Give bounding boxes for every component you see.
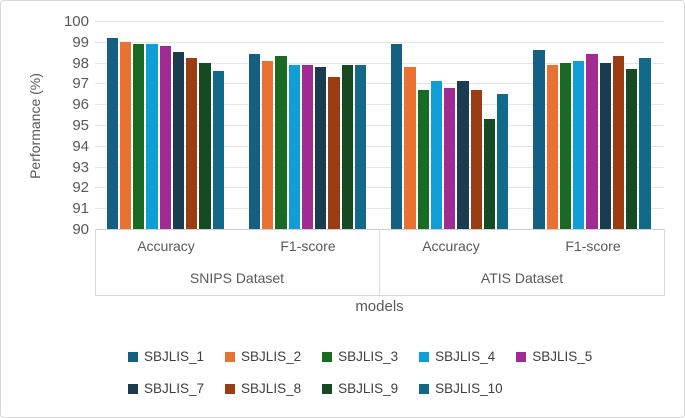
bar [212,70,224,229]
legend-swatch-icon [322,351,333,362]
bar [146,43,158,229]
gridline [95,187,664,189]
legend-item: SBJLIS_10 [419,381,503,396]
bar [559,62,572,229]
y-tick-label: 93 [72,158,89,176]
gridline [95,21,664,22]
bar [159,45,171,229]
axis-box-line [664,229,665,295]
bar [430,81,443,229]
y-tick-label: 95 [72,117,89,134]
y-tick-label: 91 [72,200,89,218]
legend-label: SBJLIS_4 [435,349,496,364]
legend-swatch-icon [322,383,333,394]
bar [133,43,145,229]
x-axis-measure-label: F1-score [565,237,621,254]
legend-swatch-icon [128,383,138,394]
gridline [95,104,664,106]
legend-item: SBJLIS_3 [322,349,398,364]
gridline [95,41,664,43]
bar [288,64,300,229]
x-axis-measure-label: Accuracy [137,237,195,254]
legend-label: SBJLIS_7 [144,381,205,396]
y-tick-label: 90 [72,221,89,238]
legend-swatch-icon [225,351,236,362]
bar [172,52,185,229]
legend-item: SBJLIS_2 [225,349,301,364]
bar [106,37,118,229]
y-tick-label: 100 [63,13,89,30]
bar [391,43,403,229]
bar [275,56,287,229]
bar [599,62,611,229]
bar [301,64,314,229]
bar [186,58,198,229]
axis-box-line [95,295,665,296]
bar [639,58,651,229]
legend-label: SBJLIS_10 [435,381,503,396]
bar [404,66,416,229]
legend-item: SBJLIS_4 [419,349,495,364]
gridline [95,166,664,168]
bar [417,89,429,229]
axis-box-line [95,229,96,295]
legend: SBJLIS_1 SBJLIS_2 SBJLIS_3 SBJLIS_4 SBJLIS_5… [128,349,603,396]
legend-swatch-icon [419,383,430,394]
legend-swatch-icon [128,351,138,362]
x-axis-dataset-label: SNIPS Dataset [189,270,285,286]
bar [354,64,367,229]
bar [573,60,585,229]
gridline [95,125,664,126]
bar [586,54,598,229]
x-axis-dataset-label: ATIS Dataset [480,270,564,286]
bar [341,64,353,229]
bar [444,87,456,229]
y-tick-label: 94 [72,137,89,155]
plot-area [95,21,664,229]
bar [328,77,340,229]
legend-swatch-icon [516,351,527,362]
legend-item: SBJLIS_7 [128,381,204,396]
axis-box-line [379,229,380,295]
x-axis-measure-label: Accuracy [422,237,480,254]
bar [483,118,496,229]
legend-item: SBJLIS_9 [322,381,398,396]
bar [497,93,509,229]
x-axis-measure-label: F1-score [280,237,336,254]
bar [262,60,274,229]
legend-label: SBJLIS_3 [338,349,399,364]
legend-label: SBJLIS_8 [241,381,302,396]
y-tick-label: 97 [72,75,89,93]
bar [315,66,327,229]
y-tick-label: 92 [72,179,89,197]
gridline [95,145,664,147]
gridline [95,208,664,210]
x-axis-title: models [355,298,404,315]
legend-label: SBJLIS_9 [338,381,399,396]
bar [199,62,211,229]
bar [546,64,558,229]
gridline [95,83,664,85]
legend-label: SBJLIS_5 [532,349,593,364]
bar [248,54,261,229]
legend-label: SBJLIS_2 [241,349,302,364]
bar [119,41,132,229]
legend-label: SBJLIS_1 [144,349,205,364]
legend-item: SBJLIS_1 [128,349,204,364]
bar [470,89,482,229]
y-tick-label: 99 [72,33,89,51]
y-tick-label: 96 [72,96,89,114]
legend-item: SBJLIS_8 [225,381,301,396]
legend-swatch-icon [225,383,236,394]
legend-swatch-icon [419,351,430,362]
y-tick-label: 98 [72,54,89,72]
legend-item: SBJLIS_5 [516,349,592,364]
bar [457,81,469,229]
gridline [95,62,664,64]
bar [626,68,638,229]
bar [533,50,545,229]
bar [612,56,625,229]
